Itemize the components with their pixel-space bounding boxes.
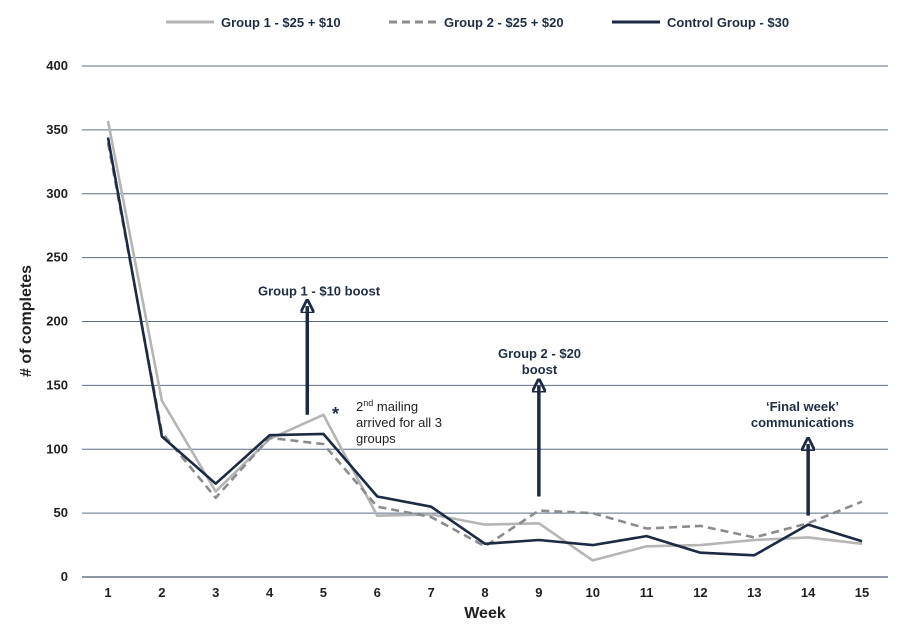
annotation-label-1: Group 1 - $10 boost: [258, 284, 381, 299]
legend-label-1: Group 1 - $25 + $10: [221, 15, 341, 30]
annotation-label-2: Group 2 - $20: [498, 346, 581, 361]
x-tick-label: 8: [481, 585, 488, 600]
y-axis-title: # of completes: [18, 265, 35, 377]
x-tick-label: 1: [104, 585, 111, 600]
y-tick-label: 350: [46, 122, 68, 137]
legend-label-2: Group 2 - $25 + $20: [444, 15, 564, 30]
note-ordinal: 2: [356, 399, 363, 414]
y-tick-label: 250: [46, 250, 68, 265]
y-tick-label: 150: [46, 377, 68, 392]
mailing-note: * 2nd mailing arrived for all 3 groups: [332, 398, 442, 446]
x-tick-label: 7: [428, 585, 435, 600]
legend: Group 1 - $25 + $10 Group 2 - $25 + $20 Co…: [166, 15, 789, 30]
x-tick-label: 6: [374, 585, 381, 600]
x-tick-label: 14: [801, 585, 816, 600]
series-line-1: [106, 120, 863, 562]
annotation-label-3: communications: [751, 415, 854, 430]
note-line-2: arrived for all 3: [356, 415, 442, 430]
x-tick-label: 4: [266, 585, 274, 600]
annotation-label-2: boost: [522, 362, 558, 377]
y-tick-labels: 0 50 100 150 200 250 300 350 400: [46, 58, 68, 584]
note-ordinal-suffix: nd: [363, 398, 373, 408]
y-tick-label: 300: [46, 186, 68, 201]
note-line-3: groups: [356, 431, 396, 446]
legend-label-3: Control Group - $30: [667, 15, 789, 30]
x-tick-label: 2: [158, 585, 165, 600]
series-line-2: [106, 142, 863, 548]
y-tick-label: 200: [46, 314, 68, 329]
gridlines: [82, 65, 888, 578]
annotation-box-3: [706, 396, 899, 434]
x-tick-label: 13: [747, 585, 761, 600]
y-tick-label: 400: [46, 58, 68, 73]
note-word: mailing: [377, 399, 418, 414]
x-tick-label: 9: [535, 585, 542, 600]
x-axis-title: Week: [464, 605, 506, 622]
y-tick-label: 50: [54, 505, 68, 520]
annotation-label-3: ‘Final week’: [766, 399, 839, 414]
y-tick-label: 0: [61, 569, 68, 584]
annotation-box-1: [222, 276, 416, 307]
annotation-box-2: [462, 343, 617, 381]
series-line-3: [106, 137, 863, 557]
note-line-1: 2nd mailing: [356, 398, 418, 414]
note-asterisk: *: [332, 404, 339, 424]
y-tick-label: 100: [46, 441, 68, 456]
series-lines: [106, 120, 863, 562]
x-tick-label: 12: [693, 585, 707, 600]
x-tick-label: 3: [212, 585, 219, 600]
x-tick-labels: 1 2 3 4 5 6 7 8 9 10 11 12 13 14 15: [104, 585, 869, 600]
x-tick-label: 5: [320, 585, 327, 600]
x-tick-label: 15: [855, 585, 869, 600]
x-tick-label: 10: [585, 585, 599, 600]
x-tick-label: 11: [640, 585, 654, 600]
